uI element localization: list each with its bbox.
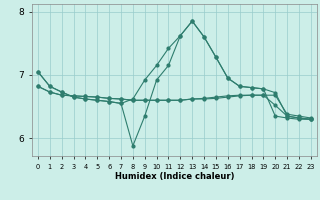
X-axis label: Humidex (Indice chaleur): Humidex (Indice chaleur) — [115, 172, 234, 181]
